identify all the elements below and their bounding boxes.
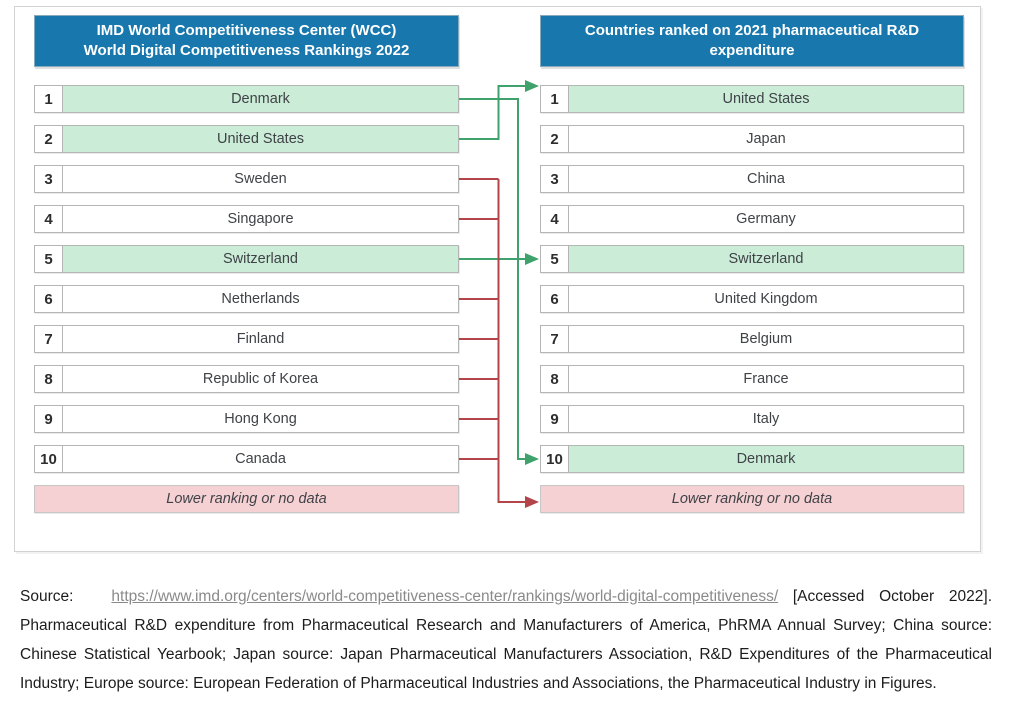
right-country-cell: Denmark [569,445,964,473]
left-rank-cell: 3 [34,165,63,193]
left-lower-ranking-row: Lower ranking or no data [34,485,459,513]
left-rank-row-9: 9Hong Kong [34,405,459,433]
left-rank-row-1: 1Denmark [34,85,459,113]
left-rank-row-7: 7Finland [34,325,459,353]
left-rank-row-6: 6Netherlands [34,285,459,313]
left-country-cell: United States [63,125,459,153]
right-country-cell: Belgium [569,325,964,353]
right-rank-row-4: 4Germany [540,205,964,233]
lower-connector-trunk [499,179,538,502]
left-rank-cell: 5 [34,245,63,273]
left-table-rows: 1Denmark2United States3Sweden4Singapore5… [34,85,459,473]
right-country-cell: France [569,365,964,393]
left-country-cell: Finland [63,325,459,353]
left-rank-cell: 1 [34,85,63,113]
right-rank-row-8: 8France [540,365,964,393]
right-rank-row-10: 10Denmark [540,445,964,473]
right-rank-cell: 7 [540,325,569,353]
match-connector-united-states [459,86,537,139]
left-table-title-line2: World Digital Competitiveness Rankings 2… [84,41,410,61]
source-label: Source: [20,588,73,605]
left-ranking-table: IMD World Competitiveness Center (WCC) W… [34,15,459,513]
right-country-cell: Italy [569,405,964,433]
left-country-cell: Republic of Korea [63,365,459,393]
source-link[interactable]: https://www.imd.org/centers/world-compet… [111,588,778,605]
left-rank-row-4: 4Singapore [34,205,459,233]
left-rank-cell: 2 [34,125,63,153]
right-rank-cell: 2 [540,125,569,153]
left-country-cell: Singapore [63,205,459,233]
source-text: Source: https://www.imd.org/centers/world… [20,582,992,698]
right-rank-cell: 9 [540,405,569,433]
left-rank-cell: 8 [34,365,63,393]
right-rank-row-2: 2Japan [540,125,964,153]
right-table-rows: 1United States2Japan3China4Germany5Switz… [540,85,964,473]
right-rank-cell: 10 [540,445,569,473]
left-table-title: IMD World Competitiveness Center (WCC) W… [34,15,459,67]
ranking-comparison-diagram: IMD World Competitiveness Center (WCC) W… [14,6,981,552]
right-rank-row-3: 3China [540,165,964,193]
left-table-title-line1: IMD World Competitiveness Center (WCC) [97,21,397,41]
right-ranking-table: Countries ranked on 2021 pharmaceutical … [540,15,964,513]
left-rank-cell: 6 [34,285,63,313]
left-country-cell: Denmark [63,85,459,113]
match-connector-denmark [459,99,537,459]
right-rank-row-6: 6United Kingdom [540,285,964,313]
left-rank-cell: 7 [34,325,63,353]
right-country-cell: Japan [569,125,964,153]
right-country-cell: United Kingdom [569,285,964,313]
right-rank-cell: 3 [540,165,569,193]
right-country-cell: Germany [569,205,964,233]
left-rank-row-10: 10Canada [34,445,459,473]
right-table-title: Countries ranked on 2021 pharmaceutical … [540,15,964,67]
right-table-title-text: Countries ranked on 2021 pharmaceutical … [559,21,945,62]
left-country-cell: Hong Kong [63,405,459,433]
left-rank-row-2: 2United States [34,125,459,153]
right-country-cell: United States [569,85,964,113]
right-rank-cell: 6 [540,285,569,313]
right-rank-row-5: 5Switzerland [540,245,964,273]
right-rank-cell: 5 [540,245,569,273]
right-rank-cell: 4 [540,205,569,233]
right-rank-row-7: 7Belgium [540,325,964,353]
right-rank-cell: 1 [540,85,569,113]
right-country-cell: China [569,165,964,193]
left-rank-row-5: 5Switzerland [34,245,459,273]
right-rank-row-9: 9Italy [540,405,964,433]
left-country-cell: Sweden [63,165,459,193]
left-rank-row-3: 3Sweden [34,165,459,193]
right-rank-row-1: 1United States [540,85,964,113]
right-rank-cell: 8 [540,365,569,393]
right-country-cell: Switzerland [569,245,964,273]
left-rank-cell: 9 [34,405,63,433]
left-country-cell: Canada [63,445,459,473]
right-lower-ranking-row: Lower ranking or no data [540,485,964,513]
left-country-cell: Switzerland [63,245,459,273]
left-rank-cell: 10 [34,445,63,473]
left-rank-row-8: 8Republic of Korea [34,365,459,393]
left-country-cell: Netherlands [63,285,459,313]
left-rank-cell: 4 [34,205,63,233]
